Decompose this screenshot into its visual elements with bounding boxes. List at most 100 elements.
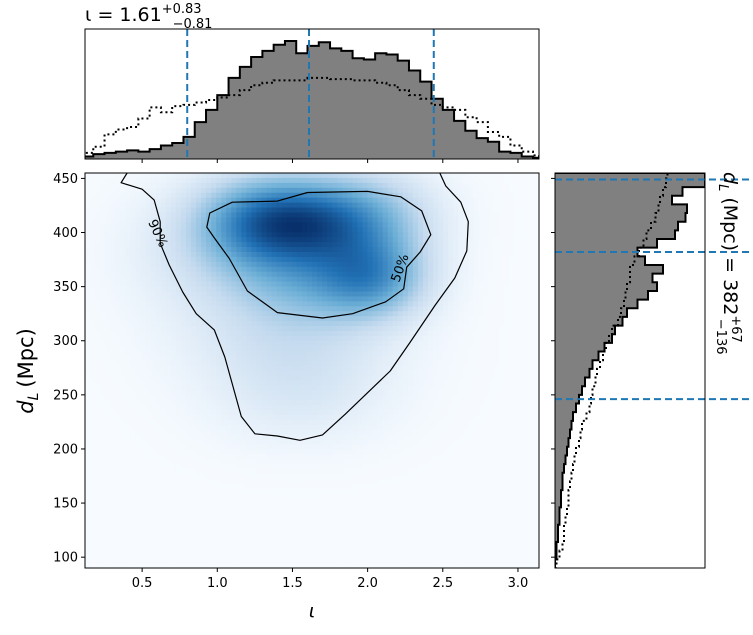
heatmap-cell [281, 375, 288, 381]
heatmap-cell [322, 345, 328, 352]
heatmap-cell [362, 345, 369, 352]
heatmap-cell [135, 192, 142, 199]
heatmap-cell [377, 400, 384, 406]
heatmap-cell [261, 237, 268, 243]
heatmap-cell [367, 232, 374, 238]
heatmap-cell [367, 227, 374, 233]
heatmap-cell [438, 424, 444, 431]
heatmap-cell [165, 227, 172, 233]
heatmap-cell [296, 227, 303, 233]
heatmap-cell [478, 291, 485, 298]
heatmap-cell [493, 321, 500, 327]
heatmap-cell [357, 232, 364, 238]
heatmap-cell [246, 370, 253, 377]
heatmap-cell [140, 207, 147, 214]
heatmap-cell [523, 375, 530, 381]
heatmap-cell [367, 296, 374, 302]
heatmap-cell [387, 256, 394, 263]
heatmap-cell [85, 385, 91, 391]
heatmap-cell [211, 434, 217, 441]
heatmap-cell [256, 192, 263, 199]
heatmap-cell [533, 340, 539, 347]
heatmap-cell [533, 207, 539, 214]
heatmap-cell [165, 256, 172, 263]
heatmap-cell [488, 335, 495, 342]
heatmap-cell [533, 326, 539, 332]
top-hist-bars [85, 29, 539, 159]
heatmap-cell [145, 197, 152, 204]
heatmap-cell [357, 390, 364, 396]
heatmap-cell [488, 370, 495, 377]
heatmap-cell [185, 212, 192, 219]
heatmap-cell [402, 311, 409, 317]
heatmap-cell [428, 385, 434, 391]
heatmap-cell [322, 217, 328, 223]
heatmap-cell [110, 345, 116, 352]
heatmap-cell [221, 395, 227, 401]
heatmap-cell [342, 434, 348, 441]
heatmap-cell [483, 410, 490, 416]
heatmap-cell [533, 232, 539, 238]
heatmap-cell [150, 232, 157, 238]
heatmap-cell [337, 286, 343, 293]
heatmap-cell [453, 301, 459, 307]
heatmap-cell [145, 222, 152, 228]
heatmap-cell [301, 182, 308, 189]
heatmap-cell [342, 247, 348, 253]
heatmap-cell [211, 311, 217, 317]
heatmap-cell [453, 281, 459, 288]
posterior-histogram [85, 40, 539, 159]
heatmap-cell [327, 232, 333, 238]
heatmap-cell [317, 390, 323, 396]
heatmap-cell [236, 227, 242, 233]
heatmap-cell [518, 252, 525, 258]
heatmap-cell [483, 405, 490, 411]
heatmap-cell [518, 400, 525, 406]
heatmap-cell [125, 321, 131, 327]
heatmap-cell [422, 311, 429, 317]
heatmap-cell [180, 177, 187, 184]
density-heatmap [85, 173, 539, 568]
heatmap-cell [185, 326, 192, 332]
heatmap-cell [347, 434, 353, 441]
heatmap-cell [312, 414, 318, 421]
heatmap-cell [362, 335, 369, 342]
heatmap-cell [332, 365, 338, 372]
heatmap-cell [286, 197, 293, 204]
heatmap-cell [236, 261, 242, 268]
heatmap-cell [291, 331, 298, 337]
heatmap-cell [291, 316, 298, 322]
heatmap-cell [367, 266, 374, 273]
heatmap-cell [508, 414, 515, 421]
heatmap-cell [256, 242, 263, 248]
heatmap-cell [170, 286, 177, 293]
heatmap-cell [266, 345, 273, 352]
heatmap-cell [392, 177, 399, 184]
heatmap-cell [458, 173, 464, 179]
heatmap-cell [195, 286, 202, 293]
heatmap-cell [357, 439, 364, 446]
heatmap-cell [422, 247, 429, 253]
heatmap-cell [170, 222, 177, 228]
heatmap-cell [528, 227, 535, 233]
heatmap-cell [190, 222, 197, 228]
heatmap-cell [291, 173, 298, 179]
heatmap-cell [498, 187, 505, 194]
heatmap-cell [150, 252, 157, 258]
heatmap-cell [417, 419, 424, 426]
heatmap-cell [301, 365, 308, 372]
heatmap-cell [100, 321, 106, 327]
heatmap-cell [422, 266, 429, 273]
heatmap-cell [130, 247, 137, 253]
heatmap-cell [317, 296, 323, 302]
heatmap-cell [201, 424, 207, 431]
heatmap-cell [417, 261, 424, 268]
heatmap-cell [165, 414, 172, 421]
heatmap-cell [453, 395, 459, 401]
heatmap-cell [201, 350, 207, 357]
heatmap-cell [433, 321, 439, 327]
heatmap-cell [377, 326, 384, 332]
heatmap-cell [367, 291, 374, 298]
heatmap-cell [190, 340, 197, 347]
heatmap-cell [513, 424, 520, 431]
